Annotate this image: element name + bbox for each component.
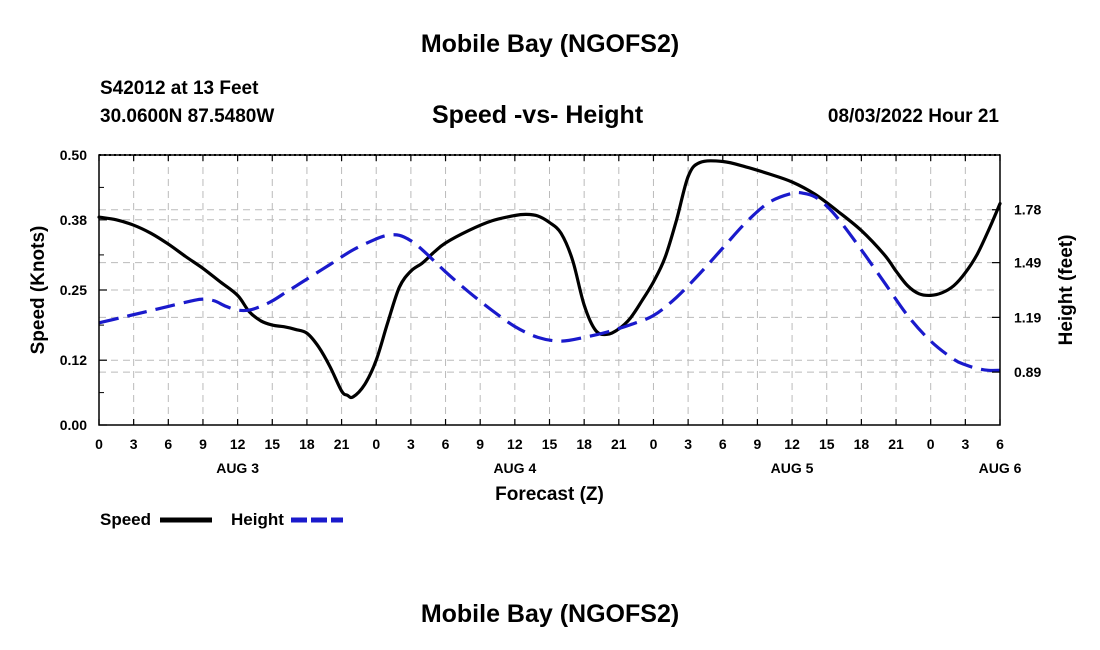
date-label: AUG 4 — [493, 460, 536, 476]
x-tick-label: 18 — [854, 436, 870, 452]
legend-height-label: Height — [231, 510, 284, 529]
bottom-title: Mobile Bay (NGOFS2) — [420, 600, 680, 628]
y-tick-label: 0.50 — [60, 147, 87, 163]
axes: 0 3 6 9 12 15 18 21 0 3 6 9 12 15 18 21 0 3 6 9 12 15 18 21 0 3 6 A… — [28, 147, 1077, 505]
x-tick-label: 6 — [996, 436, 1004, 452]
chart-title: Speed -vs- Height — [432, 101, 644, 129]
y2-axis-title: Height (feet) — [1056, 235, 1077, 346]
x-tick-label: 12 — [507, 436, 523, 452]
legend: Speed Height — [100, 510, 343, 529]
x-axis-title: Forecast (Z) — [495, 484, 604, 505]
x-tick-label: 15 — [819, 436, 835, 452]
y-tick-label: 0.00 — [60, 417, 87, 433]
x-tick-label: 12 — [230, 436, 246, 452]
x-tick-label: 6 — [164, 436, 172, 452]
x-tick-label: 0 — [372, 436, 380, 452]
y2-tick-label: 1.19 — [1014, 309, 1041, 325]
x-tick-label: 0 — [95, 436, 103, 452]
y2-tick-label: 0.89 — [1014, 364, 1041, 380]
x-tick-label: 9 — [476, 436, 484, 452]
x-tick-label: 12 — [784, 436, 800, 452]
x-tick-label: 21 — [334, 436, 350, 452]
y-tick-label: 0.38 — [60, 212, 87, 228]
y2-tick-label: 1.49 — [1014, 255, 1041, 271]
top-title: Mobile Bay (NGOFS2) — [420, 30, 680, 58]
forecast-date-label: 08/03/2022 Hour 21 — [827, 106, 999, 127]
x-tick-label: 21 — [888, 436, 904, 452]
y-tick-label: 0.12 — [60, 352, 87, 368]
date-label: AUG 5 — [771, 460, 814, 476]
x-tick-label: 6 — [719, 436, 727, 452]
date-label: AUG 3 — [216, 460, 259, 476]
x-tick-label: 0 — [927, 436, 935, 452]
x-tick-label: 3 — [684, 436, 692, 452]
coordinates-label: 30.0600N 87.5480W — [100, 106, 275, 127]
x-tick-label: 18 — [576, 436, 592, 452]
date-label: AUG 6 — [979, 460, 1022, 476]
grid — [99, 155, 1000, 425]
x-tick-label: 15 — [264, 436, 280, 452]
x-tick-label: 3 — [407, 436, 415, 452]
x-tick-label: 3 — [130, 436, 138, 452]
x-tick-label: 9 — [199, 436, 207, 452]
station-label: S42012 at 13 Feet — [100, 78, 259, 99]
height-series-line — [98, 190, 1001, 373]
x-tick-label: 3 — [961, 436, 969, 452]
x-tick-label: 21 — [611, 436, 627, 452]
y-axis-title: Speed (Knots) — [28, 226, 49, 355]
x-tick-label: 9 — [754, 436, 762, 452]
series-layer — [97, 159, 1002, 400]
legend-speed-label: Speed — [100, 510, 151, 529]
y2-tick-label: 1.78 — [1014, 202, 1041, 218]
x-tick-label: 15 — [542, 436, 558, 452]
x-tick-label: 18 — [299, 436, 315, 452]
speed-series-line — [97, 159, 1002, 400]
y-tick-label: 0.25 — [60, 282, 87, 298]
x-tick-label: 6 — [442, 436, 450, 452]
x-tick-label: 0 — [650, 436, 658, 452]
